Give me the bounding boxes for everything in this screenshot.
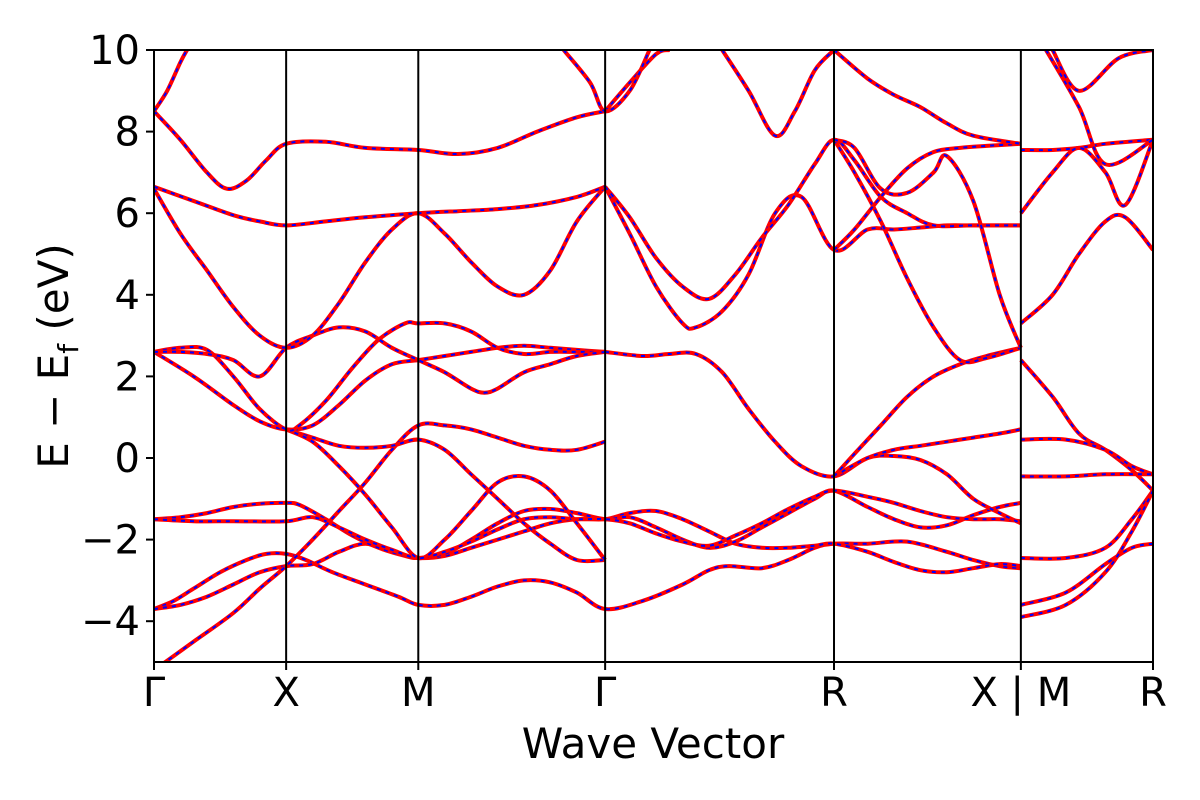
band-line-33	[1020, 541, 1153, 607]
band-overlay-16	[604, 138, 1021, 301]
band-line-21	[720, 50, 836, 139]
y-tick-label-6: 8	[115, 110, 140, 156]
x-tick-label-4: R	[820, 670, 848, 716]
y-tick-label-5: 6	[115, 191, 140, 237]
x-tick-label-2: M	[401, 670, 436, 716]
y-axis-title: E − Ef (eV)	[29, 243, 85, 469]
band-overlay-1	[154, 509, 1022, 610]
x-tick-label-3: Γ	[594, 670, 617, 716]
band-line-0	[154, 539, 1022, 612]
band-overlay-14	[154, 185, 606, 227]
band-overlay-3	[154, 489, 1021, 560]
band-line-14	[154, 184, 606, 228]
y-tick-label-1: −2	[81, 518, 140, 564]
band-overlay-6	[285, 428, 606, 561]
band-overlay-26	[1020, 138, 1153, 152]
band-line-16	[603, 137, 1021, 302]
band-overlay-12	[833, 346, 1022, 478]
y-tick-label-4: 4	[115, 273, 140, 319]
y-axis: −4 −2 0 2 4 6 8 10	[81, 28, 154, 645]
y-axis-title-unit: (eV)	[29, 243, 78, 344]
bands	[154, 50, 1153, 662]
band-overlay-27	[1020, 139, 1153, 214]
band-overlay-20	[833, 142, 1021, 251]
x-axis: Γ X M Γ R X | M R	[143, 662, 1167, 716]
x-tick-label-6: R	[1139, 670, 1167, 716]
band-line-11	[833, 427, 1022, 479]
band-overlay-29	[1020, 359, 1153, 492]
band-overlay-19	[833, 138, 1022, 349]
band-line-3	[154, 488, 1022, 561]
y-tick-label-0: −4	[81, 599, 140, 645]
y-tick-label-7: 10	[89, 28, 140, 74]
y-axis-title-main: E − E	[29, 354, 78, 469]
band-overlay-17	[154, 110, 606, 190]
band-overlay-22	[833, 50, 1022, 145]
band-line-34	[1020, 489, 1153, 620]
band-line-25	[154, 50, 189, 113]
x-tick-label-1: X	[272, 670, 299, 716]
band-line-17	[154, 109, 606, 191]
band-line-22	[832, 50, 1022, 146]
x-tick-label-0: Γ	[143, 670, 166, 716]
x-tick-label-5: X | M	[970, 670, 1071, 716]
band-overlay-21	[721, 50, 835, 138]
band-line-26	[1020, 137, 1153, 153]
band-line-15	[603, 185, 1021, 331]
band-overlay-9	[154, 326, 606, 394]
y-tick-label-2: 0	[115, 436, 140, 482]
band-line-12	[832, 345, 1022, 478]
band-overlay-30	[1020, 437, 1153, 476]
band-overlay-18	[833, 139, 1022, 364]
band-overlay-25	[154, 50, 188, 112]
band-line-29	[1019, 358, 1153, 493]
y-axis-title-subscript: f	[52, 343, 85, 354]
band-overlay-13	[154, 186, 606, 349]
x-axis-title: Wave Vector	[522, 719, 785, 768]
band-overlay-28	[1020, 213, 1153, 325]
y-tick-label-3: 2	[115, 354, 140, 400]
band-overlay-10	[604, 350, 1022, 525]
band-overlay-36	[1051, 50, 1153, 92]
band-overlay-24	[562, 50, 651, 113]
band-line-2	[154, 488, 1022, 561]
band-overlay-35	[1045, 50, 1153, 166]
band-overlay-32	[1020, 490, 1153, 560]
band-overlay-4	[163, 422, 606, 662]
band-overlay-15	[604, 186, 1021, 330]
band-overlay-0	[154, 540, 1022, 611]
band-line-28	[1019, 212, 1153, 325]
plot-frame	[153, 49, 1154, 663]
band-overlay-7	[154, 344, 606, 431]
band-overlay-5	[285, 428, 606, 563]
band-overlay-31	[1020, 473, 1153, 478]
